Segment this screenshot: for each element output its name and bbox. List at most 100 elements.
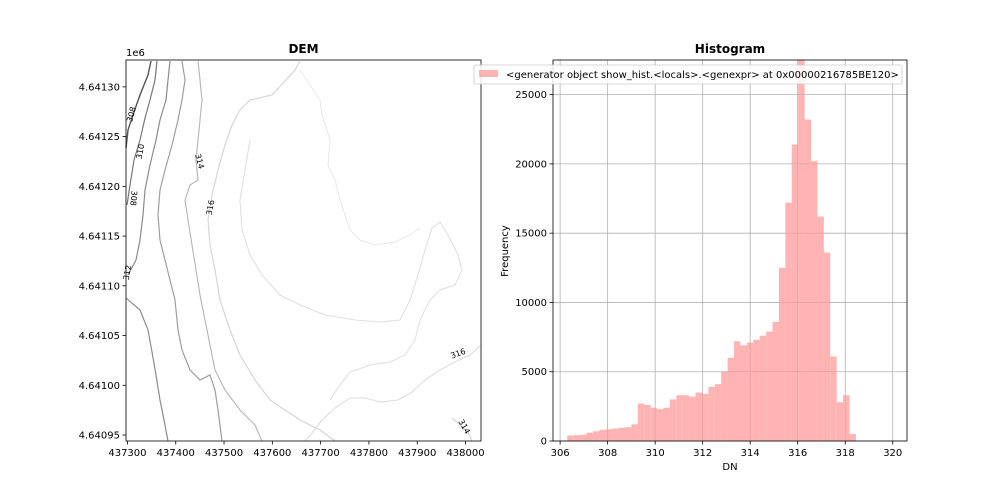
contour-314-se — [451, 417, 473, 442]
histogram-bar — [740, 345, 747, 441]
contour-label: 308 — [128, 190, 138, 206]
contour-314 — [184, 60, 263, 442]
histogram-x-tick-label: 314 — [741, 448, 760, 459]
contour-label: 310 — [135, 143, 147, 160]
histogram-bar — [772, 321, 779, 441]
histogram-bar — [657, 409, 664, 441]
contour-318-upper — [299, 69, 421, 246]
histogram-bar — [798, 60, 805, 441]
contour-312-a — [125, 297, 169, 442]
histogram-bar — [753, 339, 760, 441]
histogram-bar — [689, 396, 696, 441]
dem-x-tick-label: 437500 — [205, 448, 243, 459]
histogram-y-ticks: 0 5000 10000 15000 20000 25000 — [515, 90, 553, 448]
histogram-bar — [817, 216, 824, 441]
dem-y-tick-label: 4.64125 — [79, 132, 120, 143]
dem-y-offset-label: 1e6 — [126, 48, 145, 59]
histogram-bar — [573, 435, 581, 441]
histogram-bar — [637, 403, 645, 441]
contour-310 — [127, 60, 171, 276]
histogram-x-ticks: 306 308 310 312 314 316 318 320 — [551, 441, 902, 459]
dem-x-tick-label: 437900 — [398, 448, 436, 459]
dem-y-tick-label: 4.64115 — [79, 232, 120, 243]
dem-x-tick-label: 437700 — [302, 448, 340, 459]
histogram-bar — [734, 341, 741, 441]
histogram-bar — [778, 267, 786, 441]
histogram-bar — [823, 252, 831, 441]
histogram-axes-frame — [552, 59, 908, 442]
histogram-bar — [830, 356, 837, 441]
dem-title: DEM — [288, 42, 318, 56]
dem-y-tick-label: 4.64110 — [79, 281, 120, 292]
histogram-x-tick-label: 316 — [788, 448, 807, 459]
histogram-bar — [766, 331, 773, 441]
legend-box — [473, 64, 903, 85]
histogram-bar — [804, 119, 812, 441]
histogram-x-tick-label: 312 — [693, 448, 712, 459]
dem-y-tick-label: 4.64100 — [79, 381, 120, 392]
histogram-bar — [586, 432, 593, 441]
histogram-x-tick-label: 320 — [883, 448, 902, 459]
legend-swatch — [479, 70, 498, 77]
contour-308-mid — [126, 60, 158, 206]
dem-y-tick-label: 4.64095 — [79, 431, 120, 442]
histogram-bar — [843, 395, 850, 441]
dem-x-tick-label: 437400 — [157, 448, 195, 459]
contour-label: 312 — [122, 264, 134, 281]
dem-contours — [125, 60, 482, 442]
histogram-title: Histogram — [695, 42, 765, 56]
histogram-bar — [567, 435, 574, 441]
histogram-grid — [553, 60, 907, 442]
dem-y-tick-label: 4.64120 — [79, 182, 120, 193]
histogram-bar — [727, 357, 735, 441]
contour-316 — [207, 60, 336, 442]
contour-316-inner — [239, 139, 463, 401]
histogram-x-label: DN — [722, 462, 737, 473]
dem-x-tick-label: 437800 — [350, 448, 388, 459]
dem-y-tick-label: 4.64130 — [79, 82, 120, 93]
histogram-bar — [714, 384, 722, 441]
histogram-bar — [605, 429, 613, 441]
histogram-bar — [746, 342, 754, 441]
histogram-bar — [791, 144, 799, 441]
histogram-bar — [849, 434, 856, 441]
histogram-bar — [624, 427, 632, 441]
contour-label: 314 — [193, 153, 206, 170]
histogram-y-tick-label: 5000 — [522, 367, 547, 378]
histogram-bar — [759, 335, 767, 441]
dem-x-tick-label: 438000 — [446, 448, 484, 459]
histogram-bar — [785, 202, 792, 441]
dem-x-tick-label: 437600 — [253, 448, 291, 459]
histogram-bar — [669, 399, 677, 441]
histogram-bar — [701, 393, 709, 441]
dem-axes-frame — [125, 59, 482, 442]
histogram-bar — [811, 161, 818, 441]
histogram-bar — [580, 434, 587, 441]
histogram-x-tick-label: 318 — [836, 448, 855, 459]
histogram-bar — [618, 427, 625, 441]
histogram-bar — [708, 386, 715, 441]
histogram-x-tick-label: 306 — [551, 448, 570, 459]
contour-316-east — [304, 344, 482, 442]
histogram-bar — [663, 407, 670, 441]
histogram-bar — [644, 404, 651, 441]
histogram-y-tick-label: 25000 — [515, 90, 547, 101]
histogram-legend: <generator object show_hist.<locals>.<ge… — [473, 64, 903, 85]
histogram-y-tick-label: 0 — [541, 437, 547, 448]
histogram-bar — [721, 371, 728, 441]
histogram-x-tick-label: 308 — [598, 448, 617, 459]
histogram-bar — [599, 429, 606, 441]
histogram-bar — [695, 392, 702, 441]
dem-x-ticks: 437300 437400 437500 437600 437700 437800 4379… — [108, 441, 485, 459]
dem-x-tick-label: 437300 — [108, 448, 146, 459]
histogram-bar — [676, 395, 683, 441]
contour-label: 308 — [125, 106, 138, 123]
histogram-bar — [612, 428, 619, 441]
histogram-bar — [592, 431, 600, 441]
histogram-y-tick-label: 20000 — [515, 159, 547, 170]
histogram-panel: Histogram 306 308 310 312 314 316 318 320 0 5000… — [473, 42, 908, 473]
contour-label: 316 — [205, 199, 217, 216]
histogram-y-label: Frequency — [500, 225, 511, 277]
